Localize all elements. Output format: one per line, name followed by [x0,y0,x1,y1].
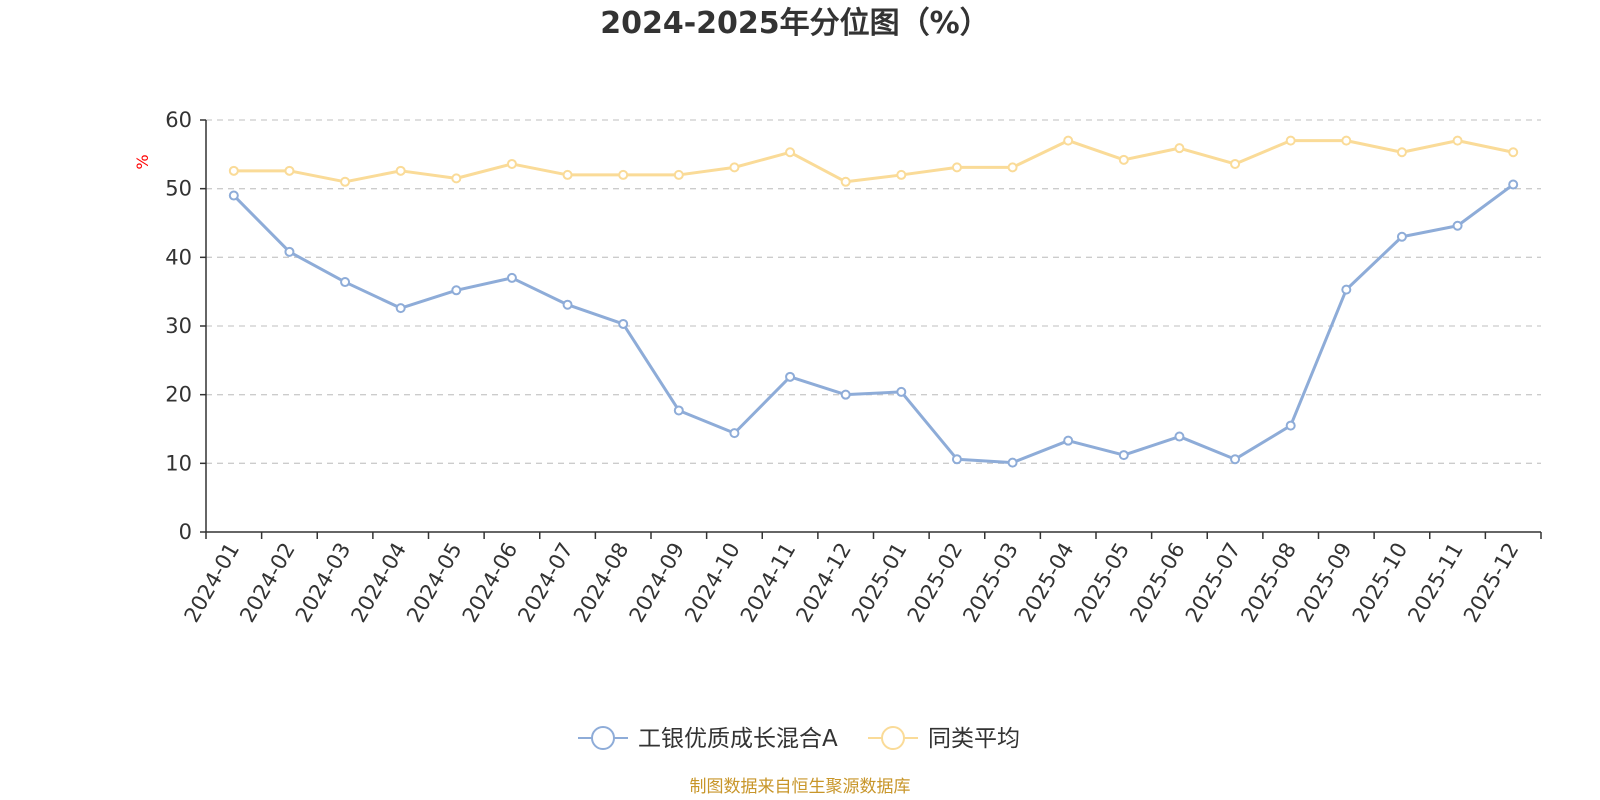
x-tick-label: 2024-08 [569,539,634,627]
x-tick-label: 2025-01 [847,539,912,627]
x-tick-label: 2025-12 [1459,539,1524,627]
data-point [1007,162,1018,173]
x-tick-label: 2024-07 [513,539,578,627]
data-point [1174,143,1185,154]
data-point [451,173,462,184]
data-point [951,454,962,465]
data-point [1341,135,1352,146]
data-point [284,165,295,176]
series-line-1 [233,139,1514,184]
y-tick-label: 50 [165,177,192,201]
data-point [1118,154,1129,165]
axis-layer: 01020304050602024-012024-022024-032024-0… [165,108,1542,627]
y-tick-label: 20 [165,383,192,407]
x-tick-label: 2024-01 [179,539,244,627]
x-tick-label: 2024-02 [235,539,300,627]
data-point [896,169,907,180]
data-point [506,158,517,169]
y-unit-label: % [133,154,152,169]
data-point [785,371,796,382]
x-tick-label: 2025-11 [1403,539,1468,627]
x-tick-label: 2024-04 [346,539,411,627]
grid-layer [206,119,1541,464]
data-point [395,303,406,314]
x-tick-label: 2024-06 [458,539,523,627]
data-point [729,162,740,173]
data-point [673,405,684,416]
data-point [340,176,351,187]
data-point [1230,158,1241,169]
data-point [1230,454,1241,465]
y-tick-label: 30 [165,314,192,338]
data-point [896,386,907,397]
data-point [1341,284,1352,295]
data-point [228,190,239,201]
legend-item-0[interactable]: 工银优质成长混合A [578,726,838,752]
x-tick-label: 2025-10 [1348,539,1413,627]
x-tick-label: 2024-05 [402,539,467,627]
data-point [506,272,517,283]
data-point [1508,179,1519,190]
data-point [562,299,573,310]
legend-label: 工银优质成长混合A [638,726,838,752]
x-tick-label: 2024-11 [736,539,801,627]
x-tick-label: 2025-06 [1125,539,1190,627]
data-point [228,165,239,176]
x-tick-label: 2024-03 [291,539,356,627]
data-point [1452,135,1463,146]
data-point [618,318,629,329]
data-point [1396,231,1407,242]
y-tick-label: 40 [165,245,192,269]
legend-item-1[interactable]: 同类平均 [868,726,1020,752]
source-note: 制图数据来自恒生聚源数据库 [690,777,911,797]
x-tick-label: 2025-08 [1236,539,1301,627]
data-point [1285,135,1296,146]
x-tick-label: 2025-04 [1014,539,1079,627]
data-point [1063,435,1074,446]
legend-label: 同类平均 [928,726,1020,752]
data-point [1508,147,1519,158]
x-tick-label: 2025-07 [1181,539,1246,627]
x-tick-label: 2025-03 [958,539,1023,627]
data-point [340,277,351,288]
x-tick-label: 2025-02 [903,539,968,627]
y-tick-label: 0 [179,520,192,544]
data-point [284,246,295,257]
x-tick-label: 2024-12 [791,539,856,627]
data-point [562,169,573,180]
data-point [673,169,684,180]
x-tick-label: 2024-09 [624,539,689,627]
chart-title: 2024-2025年分位图（%） [600,6,990,41]
legend-marker [881,726,905,750]
data-point [395,165,406,176]
series-line-0 [232,183,1515,465]
x-tick-label: 2024-10 [680,539,745,627]
data-point [785,147,796,158]
data-point [618,169,629,180]
data-point [1007,457,1018,468]
data-point [729,428,740,439]
data-point [840,389,851,400]
data-point [1285,420,1296,431]
data-point [840,176,851,187]
y-tick-label: 60 [165,108,192,132]
x-tick-label: 2025-09 [1292,539,1357,627]
data-point [1174,431,1185,442]
series-layer [228,135,1519,468]
data-point [951,162,962,173]
y-tick-label: 10 [165,451,192,475]
data-point [1452,220,1463,231]
legend-marker [591,726,615,750]
x-tick-label: 2025-05 [1069,539,1134,627]
data-point [1063,135,1074,146]
data-point [1396,147,1407,158]
data-point [1118,450,1129,461]
data-point [451,285,462,296]
legend[interactable]: 工银优质成长混合A 同类平均 [578,726,1020,752]
